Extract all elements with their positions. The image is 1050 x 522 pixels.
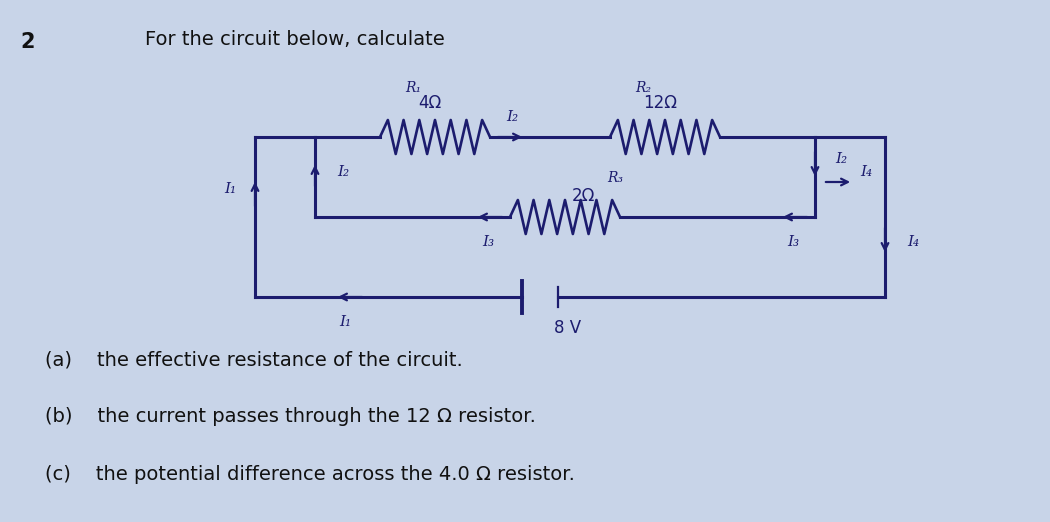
Text: 2Ω: 2Ω (571, 187, 594, 205)
Text: (a)    the effective resistance of the circuit.: (a) the effective resistance of the circ… (45, 350, 463, 370)
Text: I₄: I₄ (907, 235, 919, 249)
Text: I₂: I₂ (835, 152, 847, 166)
Text: I₂: I₂ (337, 165, 349, 179)
Text: R₁: R₁ (405, 81, 421, 95)
Text: I₁: I₁ (339, 315, 351, 329)
Text: I₂: I₂ (506, 110, 518, 124)
Text: (c)    the potential difference across the 4.0 Ω resistor.: (c) the potential difference across the … (45, 465, 575, 483)
Text: (b)    the current passes through the 12 Ω resistor.: (b) the current passes through the 12 Ω … (45, 408, 536, 426)
Text: 4Ω: 4Ω (418, 94, 442, 112)
Text: I₁: I₁ (224, 182, 236, 196)
Text: I₃: I₃ (786, 235, 799, 249)
Text: 12Ω: 12Ω (643, 94, 677, 112)
Text: I₃: I₃ (482, 235, 495, 249)
Text: R₃: R₃ (607, 171, 623, 185)
Text: R₂: R₂ (635, 81, 651, 95)
Text: 2: 2 (20, 32, 35, 52)
Text: I₄: I₄ (860, 165, 873, 179)
Text: 8 V: 8 V (554, 319, 582, 337)
Text: For the circuit below, calculate: For the circuit below, calculate (145, 30, 445, 49)
